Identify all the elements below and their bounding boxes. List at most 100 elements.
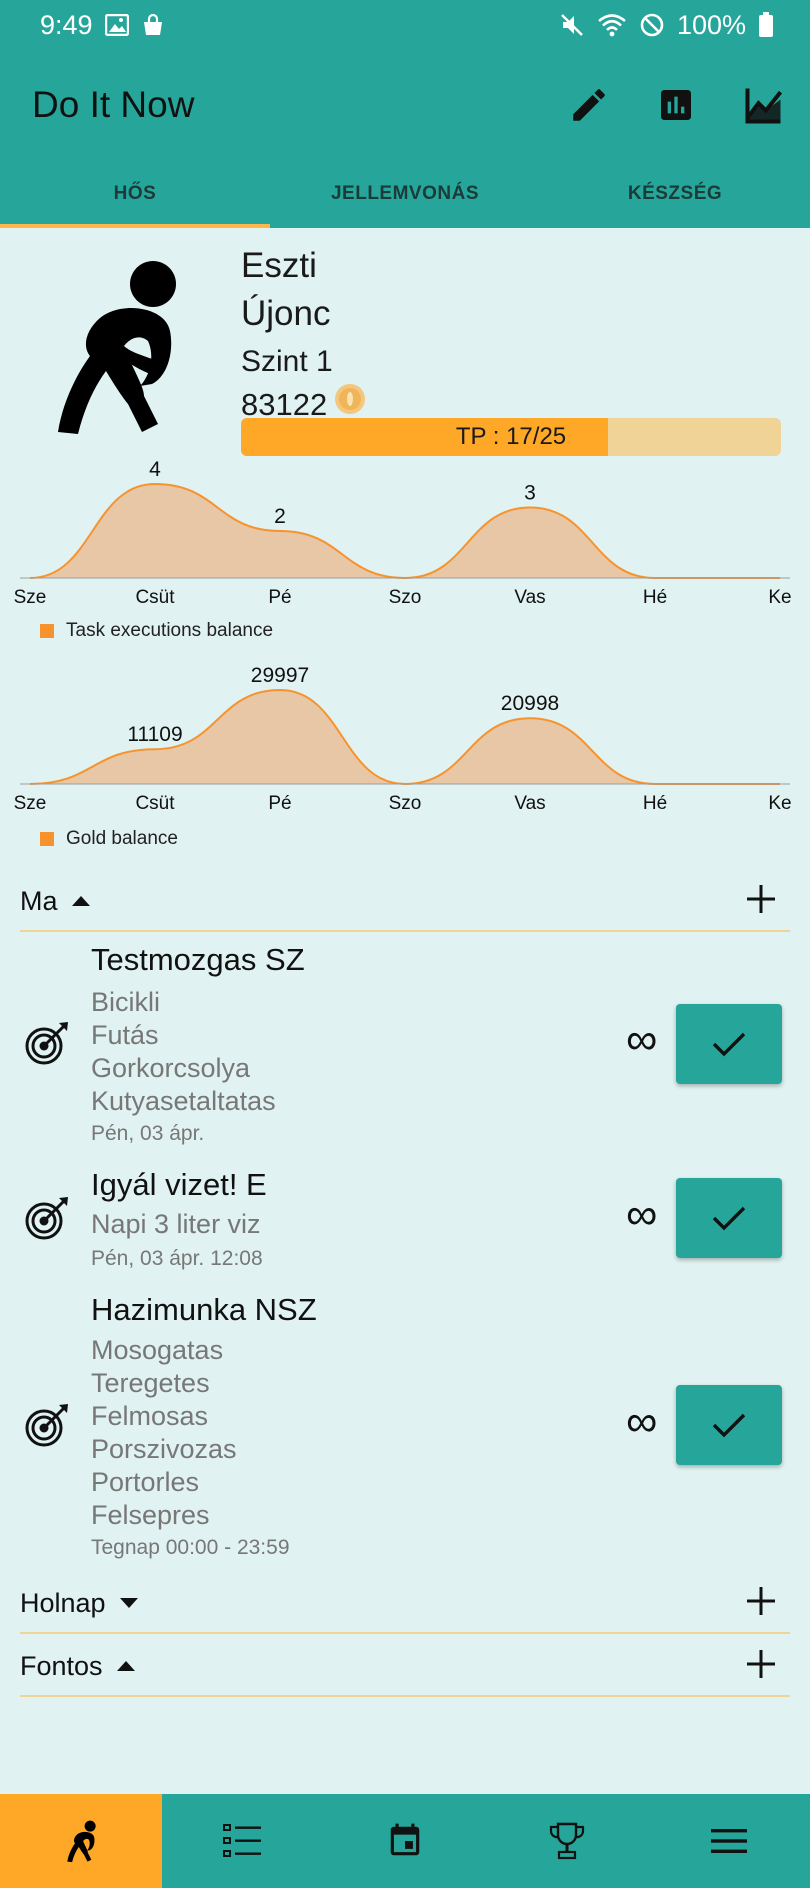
subtask: Mosogatas [91, 1335, 224, 1365]
legend-label: Task executions balance [66, 620, 274, 641]
nav-tasks[interactable] [162, 1794, 324, 1888]
task-date: Tegnap 00:00 - 23:59 [91, 1536, 290, 1559]
app-bar: Do It Now [0, 50, 810, 160]
calendar-icon [390, 1823, 420, 1856]
section-tomorrow[interactable]: Holnap [20, 1574, 790, 1634]
subtask: Felmosas [91, 1401, 209, 1431]
caret-up-icon[interactable] [116, 1661, 135, 1671]
section-important[interactable]: Fontos [20, 1637, 790, 1697]
menu-icon [711, 1829, 747, 1853]
list-icon [223, 1824, 261, 1857]
caret-down-icon[interactable] [119, 1598, 138, 1608]
x-tick-label: Ke [768, 793, 791, 814]
nav-menu[interactable] [648, 1794, 810, 1888]
task-item[interactable]: Hazimunka NSZ Mosogatas Teregetes Felmos… [0, 1288, 810, 1559]
target-icon [24, 1020, 70, 1071]
caret-up-icon[interactable] [71, 896, 90, 906]
hero-panel: Eszti Újonc Szint 1 83122 TP : 17/25 [0, 228, 810, 468]
legend-label: Gold balance [66, 828, 178, 849]
task-executions-chart-svg: Sze Csüt Pé Szo Vas Hé Ke 4 2 3 [14, 458, 792, 608]
subtask: Bicikli [91, 987, 161, 1017]
gold-balance-chart-svg: Sze Csüt Pé Szo Vas Hé Ke 11109 29997 20998 [14, 664, 792, 814]
line-chart-icon[interactable] [742, 83, 786, 127]
task-executions-chart: Sze Csüt Pé Szo Vas Hé Ke 4 2 3 [0, 456, 810, 616]
x-tick-label: Sze [14, 793, 47, 814]
data-label: 11109 [127, 723, 182, 746]
target-icon [24, 1195, 70, 1246]
bar-chart-icon[interactable] [656, 85, 696, 125]
hero-nav-icon [67, 1820, 96, 1863]
data-label: 29997 [251, 664, 309, 687]
repeat-infinite-icon: ∞ [626, 1190, 658, 1239]
gold-balance-legend: Gold balance [40, 828, 178, 850]
section-tomorrow-title: Holnap [20, 1587, 106, 1618]
tp-progress-fill [241, 418, 609, 456]
edit-icon[interactable] [568, 84, 610, 126]
chart-area [30, 484, 780, 578]
task-subtasks: Bicikli Futás Gorkorcsolya Kutyasetaltat… [91, 986, 276, 1118]
status-bar: 9:49 100% [0, 0, 810, 50]
x-tick-label: Hé [643, 793, 667, 814]
gold-balance-chart: Sze Csüt Pé Szo Vas Hé Ke 11109 29997 20998 [0, 662, 810, 822]
subtask: Portorles [91, 1467, 200, 1497]
task-item[interactable]: Testmozgas SZ Bicikli Futás Gorkorcsolya… [0, 940, 810, 1150]
repeat-infinite-icon: ∞ [626, 1397, 658, 1446]
do-not-disturb-icon [639, 12, 665, 38]
add-today-task-icon[interactable] [746, 884, 776, 919]
hero-rank: Újonc [241, 294, 331, 333]
legend-swatch [40, 832, 54, 846]
subtask: Felsepres [91, 1500, 210, 1530]
tp-progress-bar: TP : 17/25 [241, 418, 781, 456]
x-tick-label: Szo [389, 793, 422, 814]
hero-gold: 83122 [241, 382, 367, 427]
battery-percent: 100% [676, 9, 746, 40]
x-tick-label: Vas [514, 587, 545, 608]
section-today-title: Ma [20, 885, 58, 916]
complete-task-button[interactable] [676, 1004, 782, 1084]
subtask: Futás [91, 1020, 159, 1050]
check-icon [712, 1032, 746, 1057]
x-tick-label: Sze [14, 587, 47, 608]
data-label: 3 [524, 482, 536, 505]
repeat-infinite-icon: ∞ [626, 1015, 658, 1064]
nav-hero[interactable] [0, 1794, 162, 1888]
battery-icon [758, 12, 774, 38]
complete-task-button[interactable] [676, 1385, 782, 1465]
hero-level: Szint 1 [241, 345, 333, 378]
tab-hero[interactable]: HŐS [0, 160, 270, 228]
section-important-title: Fontos [20, 1650, 103, 1681]
x-tick-label: Vas [514, 793, 545, 814]
gold-coin-icon [333, 382, 367, 427]
add-tomorrow-task-icon[interactable] [746, 1586, 776, 1621]
task-executions-legend: Task executions balance [40, 620, 273, 642]
shop-notification-icon [141, 13, 165, 37]
gallery-notification-icon [104, 14, 129, 36]
hero-avatar-icon[interactable] [40, 246, 190, 451]
x-tick-label: Csüt [135, 587, 175, 608]
check-icon [712, 1413, 746, 1438]
nav-achievements[interactable] [486, 1794, 648, 1888]
tp-label: TP : 17/25 [455, 423, 567, 450]
tab-skills[interactable]: KÉSZSÉG [627, 183, 723, 204]
tab-bar: HŐS JELLEMVONÁS KÉSZSÉG [0, 160, 810, 228]
add-important-task-icon[interactable] [746, 1649, 776, 1684]
task-title: Igyál vizet! E [91, 1167, 267, 1202]
complete-task-button[interactable] [676, 1178, 782, 1258]
tab-traits[interactable]: JELLEMVONÁS [330, 183, 480, 204]
task-subtasks: Mosogatas Teregetes Felmosas Porszivozas… [91, 1334, 237, 1532]
check-icon [712, 1206, 746, 1231]
app-title: Do It Now [32, 84, 195, 125]
x-tick-label: Ke [768, 587, 791, 608]
status-time: 9:49 [40, 9, 93, 40]
task-item[interactable]: Igyál vizet! E Napi 3 liter viz Pén, 03 … [0, 1165, 810, 1275]
chart-area [30, 690, 780, 784]
subtask: Kutyasetaltatas [91, 1086, 276, 1116]
mute-icon [559, 12, 585, 38]
x-tick-label: Csüt [135, 793, 175, 814]
task-title: Testmozgas SZ [91, 942, 305, 977]
nav-calendar[interactable] [324, 1794, 486, 1888]
x-tick-label: Hé [643, 587, 667, 608]
section-today[interactable]: Ma [20, 872, 790, 932]
x-tick-label: Pé [268, 587, 291, 608]
data-label: 4 [149, 458, 161, 481]
